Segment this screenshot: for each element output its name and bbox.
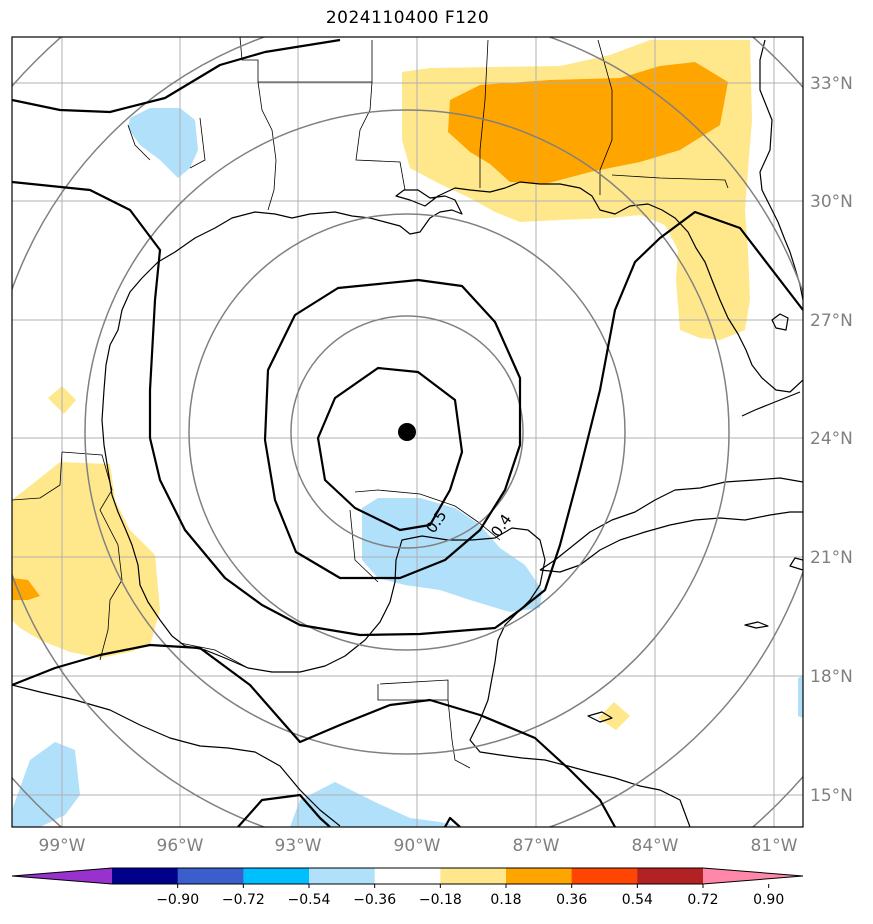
colorbar-tick-label: −0.54 <box>288 892 331 908</box>
lat-label-30n: 30°N <box>810 192 853 212</box>
colorbar-box <box>440 868 507 884</box>
map-title: 2024110400 F120 <box>325 8 490 28</box>
lon-label-81w: 81°W <box>751 836 798 856</box>
latitude-labels: 33°N 30°N 27°N 24°N 21°N 18°N 15°N <box>810 74 853 806</box>
contour-south-1 <box>12 643 616 827</box>
positive-anomaly-se-us-core <box>448 62 728 184</box>
colorbar-tick-label: −0.72 <box>222 892 265 908</box>
contour-label-0-4: 0.4 <box>487 511 515 541</box>
colorbar-tick-label: 0.72 <box>687 892 718 908</box>
colorbar-tick-label: −0.36 <box>353 892 396 908</box>
colorbar-extend-low <box>12 868 112 884</box>
longitude-labels: 99°W 96°W 93°W 90°W 87°W 84°W 81°W <box>39 836 798 856</box>
lat-label-33n: 33°N <box>810 74 853 94</box>
colorbar-tick-label: −0.18 <box>419 892 462 908</box>
political-borders <box>12 37 729 769</box>
lat-label-15n: 15°N <box>810 786 853 806</box>
contour-inner <box>316 366 464 532</box>
colorbar-box <box>637 868 704 884</box>
colorbar-tick-label: 0.36 <box>556 892 587 908</box>
contour-south-2 <box>237 793 331 827</box>
contour-north <box>12 38 341 114</box>
colorbar-box <box>374 868 441 884</box>
lon-label-84w: 84°W <box>632 836 679 856</box>
negative-anomaly-east-edge <box>798 676 803 718</box>
contour-0-4 <box>12 180 162 438</box>
colorbar: −0.90 −0.72 −0.54 −0.36 −0.18 0.18 0.36 0.54 0.7… <box>11 867 804 908</box>
contour-lines <box>12 38 803 827</box>
lat-label-24n: 24°N <box>810 429 853 449</box>
contour-south-3 <box>444 816 461 827</box>
lat-label-21n: 21°N <box>810 548 853 568</box>
colorbar-box <box>112 868 179 884</box>
positive-anomaly-small-caribbean <box>598 702 630 730</box>
colorbar-box <box>243 868 310 884</box>
negative-anomaly-texas <box>128 108 198 178</box>
lon-label-90w: 90°W <box>394 836 441 856</box>
contour-0-4-south <box>148 210 803 637</box>
map-frame <box>11 36 804 828</box>
storm-center-marker <box>398 423 416 441</box>
colorbar-box <box>309 868 376 884</box>
colorbar-outline <box>11 867 804 885</box>
colorbar-tick-label: −0.90 <box>156 892 199 908</box>
lon-label-96w: 96°W <box>157 836 204 856</box>
colorbar-box <box>506 868 573 884</box>
colorbar-box <box>177 868 244 884</box>
lat-label-27n: 27°N <box>810 311 853 331</box>
lon-label-87w: 87°W <box>513 836 560 856</box>
colorbar-extend-high <box>703 868 803 884</box>
colorbar-tick-label: 0.90 <box>753 892 784 908</box>
negative-anomaly-central-america <box>290 782 460 827</box>
colorbar-tick-label: 0.18 <box>490 892 521 908</box>
colorbar-tick-label: 0.54 <box>622 892 653 908</box>
positive-anomaly-mexico <box>12 462 160 658</box>
negative-anomaly-pacific <box>12 742 80 827</box>
lon-label-93w: 93°W <box>275 836 322 856</box>
lon-label-99w: 99°W <box>39 836 86 856</box>
contour-0-5 <box>263 278 522 580</box>
lat-label-18n: 18°N <box>810 667 853 687</box>
colorbar-box <box>571 868 638 884</box>
